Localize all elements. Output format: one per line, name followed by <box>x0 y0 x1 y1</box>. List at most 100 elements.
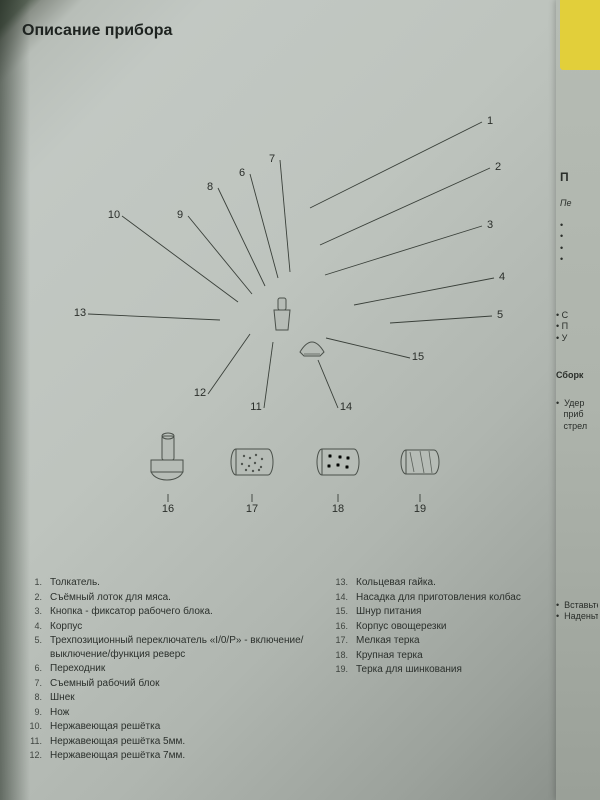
legend-row: 16. Корпус овощерезки <box>334 620 544 634</box>
rp-h2: Сборк <box>556 370 598 381</box>
part-18 <box>317 449 359 475</box>
rp-l1: Пе <box>560 198 596 209</box>
part-16 <box>151 433 183 480</box>
legend-row: 14.Насадка для приготовления колбас <box>334 591 544 605</box>
legend-row: 15. Шнур питания <box>334 605 544 619</box>
page-title: Описание прибора <box>22 22 172 40</box>
legend-text: Переходник <box>50 662 105 676</box>
rp-h1: П <box>560 170 596 185</box>
legend-row: 19. Терка для шинкования <box>334 663 544 677</box>
legend-row: 3.Кнопка - фиксатор рабочего блока. <box>28 605 316 619</box>
manual-page: Описание прибора 12345678910111213141516… <box>0 0 600 800</box>
legend-col-left: 1. Толкатель. 2. Съёмный лоток для мяса.3.К… <box>28 576 316 763</box>
legend-num: 12. <box>28 749 42 761</box>
leader-line-9 <box>188 216 252 294</box>
legend-row: 8. Шнек <box>28 691 316 705</box>
rp-b1: • • • • <box>560 220 596 265</box>
legend-text: Мелкая терка <box>356 634 420 648</box>
legend-text: Кольцевая гайка. <box>356 576 436 590</box>
legend-num: 6. <box>28 662 42 674</box>
diagram-label-9: 9 <box>177 209 183 221</box>
legend-col-right: 13.Кольцевая гайка.14.Насадка для пригот… <box>334 576 544 763</box>
diagram-label-14: 14 <box>340 401 352 413</box>
legend-row: 12. Нержавеющая решётка 7мм. <box>28 749 316 763</box>
leader-line-14 <box>318 360 338 408</box>
legend-text: Терка для шинкования <box>356 663 462 677</box>
legend-num: 17. <box>334 634 348 646</box>
diagram-label-17: 17 <box>246 503 258 515</box>
legend-text: Съемный рабочий блок <box>50 677 160 691</box>
legend-text: Шнек <box>50 691 75 705</box>
legend-num: 16. <box>334 620 348 632</box>
legend-text: Крупная терка <box>356 649 423 663</box>
legend-num: 2. <box>28 591 42 603</box>
diagram-label-1: 1 <box>487 115 493 127</box>
legend-num: 7. <box>28 677 42 689</box>
legend-num: 8. <box>28 691 42 703</box>
rp-l3: • Удер приб стрел <box>556 398 598 432</box>
legend-row: 13.Кольцевая гайка. <box>334 576 544 590</box>
leader-line-13 <box>88 314 220 320</box>
diagram-label-8: 8 <box>207 181 213 193</box>
legend-num: 10. <box>28 720 42 732</box>
leader-line-10 <box>122 216 238 302</box>
rp-l2: • С • П • У <box>556 310 596 344</box>
diagram-label-11: 11 <box>250 401 261 413</box>
legend-row: 11. Нержавеющая решётка 5мм. <box>28 735 316 749</box>
leader-line-1 <box>310 122 482 208</box>
legend-text: Трехпозиционный переключатель «I/0/P» - … <box>50 634 316 661</box>
leader-line-4 <box>354 278 494 305</box>
leader-line-12 <box>208 334 250 394</box>
legend-num: 15. <box>334 605 348 617</box>
legend-text: Кнопка - фиксатор рабочего блока. <box>50 605 213 619</box>
leader-line-5 <box>390 316 492 323</box>
diagram-label-2: 2 <box>495 161 501 173</box>
legend-row: 18. Крупная терка <box>334 649 544 663</box>
diagram-label-12: 12 <box>194 387 206 399</box>
diagram-label-4: 4 <box>499 271 505 283</box>
legend-text: Нож <box>50 706 69 720</box>
leader-line-2 <box>320 168 490 245</box>
diagram-label-10: 10 <box>108 209 120 221</box>
leader-line-11 <box>264 342 273 408</box>
leader-line-6 <box>250 174 278 278</box>
diagram-label-18: 18 <box>332 503 344 515</box>
legend-row: 7. Съемный рабочий блок <box>28 677 316 691</box>
legend-text: Корпус <box>50 620 82 634</box>
legend-text: Нержавеющая решётка <box>50 720 160 734</box>
leader-line-3 <box>325 226 482 275</box>
legend-row: 1. Толкатель. <box>28 576 316 590</box>
parts-diagram: 12345678910111213141516171819 <box>20 80 560 520</box>
legend-text: Шнур питания <box>356 605 421 619</box>
legend-text: Съёмный лоток для мяса. <box>50 591 171 605</box>
legend-row: 6. Переходник <box>28 662 316 676</box>
diagram-label-13: 13 <box>74 307 86 319</box>
diagram-label-6: 6 <box>239 167 245 179</box>
legend-text: Нержавеющая решётка 5мм. <box>50 735 185 749</box>
diagram-label-15: 15 <box>412 351 424 363</box>
part-19 <box>401 450 439 474</box>
yellow-tab <box>560 0 600 70</box>
diagram-label-16: 16 <box>162 503 174 515</box>
leader-line-15 <box>326 338 410 358</box>
legend-row: 17. Мелкая терка <box>334 634 544 648</box>
next-page-edge: П Пе • • • • • С • П • У Сборк • Удер пр… <box>556 0 600 800</box>
legend-row: 4. Корпус <box>28 620 316 634</box>
legend-row: 10. Нержавеющая решётка <box>28 720 316 734</box>
legend-text: Корпус овощерезки <box>356 620 446 634</box>
legend-num: 4. <box>28 620 42 632</box>
legend-num: 18. <box>334 649 348 661</box>
diagram-label-5: 5 <box>497 309 503 321</box>
legend-row: 2. Съёмный лоток для мяса. <box>28 591 316 605</box>
legend-num: 1. <box>28 576 42 588</box>
part-17 <box>231 449 273 475</box>
legend-num: 11. <box>28 735 42 747</box>
legend-num: 14. <box>334 591 348 603</box>
legend-row: 9.Нож <box>28 706 316 720</box>
diagram-label-7: 7 <box>269 153 275 165</box>
legend-text: Толкатель. <box>50 576 100 590</box>
legend-text: Нержавеющая решётка 7мм. <box>50 749 185 763</box>
rp-l4: • Вставьте п • Наденьте н <box>556 600 598 623</box>
legend-num: 19. <box>334 663 348 675</box>
center-part-b <box>300 342 324 356</box>
